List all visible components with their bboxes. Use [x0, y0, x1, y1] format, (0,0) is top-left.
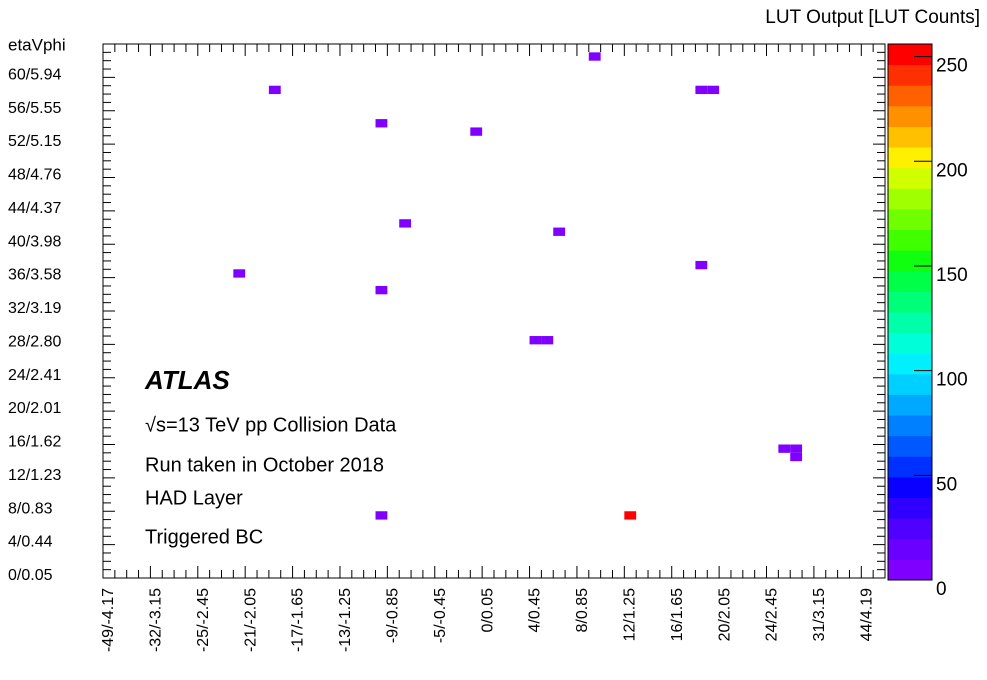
x-tick-label: 8/0.85	[574, 588, 591, 633]
y-axis-title: etaVphi	[8, 35, 66, 54]
colorbar-band	[888, 105, 932, 127]
colorbar-tick-label: 0	[936, 579, 947, 600]
x-tick-label: -49/-4.17	[100, 588, 117, 652]
y-tick-label: 8/0.83	[8, 500, 53, 517]
colorbar-frame	[887, 43, 933, 581]
y-tick-label: 20/2.01	[8, 400, 61, 417]
heatmap-cell	[375, 285, 388, 295]
heatmap-cell	[553, 227, 566, 236]
y-tick-label: 32/3.19	[8, 300, 61, 317]
x-tick-label: 4/0.45	[527, 588, 544, 633]
x-tick-label: -17/-1.65	[290, 588, 307, 652]
colorbar-tick-label: 150	[936, 265, 968, 286]
annotation: Run taken in October 2018	[145, 454, 384, 476]
heatmap-cell	[790, 444, 803, 453]
heatmap-cell	[790, 452, 803, 462]
x-tick-label: 0/0.05	[479, 588, 496, 633]
y-tick-label: 40/3.98	[8, 233, 61, 250]
colorbar-band	[888, 332, 932, 354]
y-tick-label: 48/4.76	[8, 167, 61, 184]
x-tick-label: -21/-2.05	[242, 588, 259, 652]
colorbar-band	[888, 64, 932, 86]
y-tick-label: 28/2.80	[8, 333, 61, 350]
colorbar-band	[888, 147, 932, 169]
colorbar-band	[888, 497, 932, 519]
y-tick-label: 0/0.05	[8, 567, 53, 584]
x-tick-label: -32/-3.15	[148, 588, 165, 652]
heatmap-cell	[624, 511, 637, 520]
heatmap-cell	[470, 127, 483, 136]
colorbar-band	[888, 353, 932, 375]
heatmap-cell	[695, 85, 708, 95]
colorbar-band	[888, 126, 932, 148]
colorbar-tick-label: 100	[936, 370, 968, 391]
plot-frame	[102, 43, 886, 579]
heatmap-cell	[375, 119, 388, 128]
annotation: √s=13 TeV pp Collision Data	[145, 414, 397, 436]
heatmap-cell	[529, 336, 542, 345]
colorbar-band	[888, 373, 932, 395]
colorbar-band	[888, 476, 932, 499]
x-tick-label: 16/1.65	[669, 588, 686, 641]
colorbar-tick-label: 250	[936, 56, 968, 77]
y-tick-label: 16/1.62	[8, 434, 61, 451]
x-tick-label: -25/-2.45	[195, 588, 212, 652]
colorbar-band	[888, 44, 932, 66]
colorbar-band	[888, 167, 932, 189]
colorbar-band	[888, 208, 932, 231]
heatmap-cell	[399, 219, 412, 228]
heatmap-cell	[268, 85, 281, 95]
colorbar-band	[888, 270, 932, 292]
heatmap-cell	[375, 511, 388, 520]
annotation: Triggered BC	[145, 526, 263, 548]
x-tick-label: 31/3.15	[811, 588, 828, 641]
colorbar-band	[888, 538, 932, 560]
colorbar-band	[888, 415, 932, 437]
colorbar-band	[888, 435, 932, 457]
heatmap-cell	[541, 336, 554, 345]
x-tick-label: -5/-0.45	[432, 588, 449, 643]
y-tick-label: 12/1.23	[8, 467, 61, 484]
x-tick-label: 12/1.25	[621, 588, 638, 641]
colorbar-band	[888, 250, 932, 272]
y-tick-label: 44/4.37	[8, 200, 61, 217]
colorbar-band	[888, 456, 932, 478]
colorbar-band	[888, 291, 932, 313]
colorbar-band	[888, 85, 932, 107]
annotation: ATLAS	[144, 365, 230, 395]
y-tick-label: 24/2.41	[8, 367, 61, 384]
colorbar-tick-label: 50	[936, 474, 957, 495]
x-tick-label: -9/-0.85	[385, 588, 402, 643]
colorbar-band	[888, 188, 932, 210]
colorbar-title: LUT Output [LUT Counts]	[765, 7, 980, 28]
y-tick-label: 52/5.15	[8, 133, 61, 150]
colorbar-band	[888, 559, 932, 581]
y-tick-label: 60/5.94	[8, 66, 61, 83]
colorbar-band	[888, 229, 932, 251]
heatmap-cell	[588, 52, 601, 61]
heatmap-cell	[695, 260, 708, 270]
y-tick-label: 36/3.58	[8, 267, 61, 284]
annotation: HAD Layer	[145, 487, 243, 509]
x-tick-label: 44/4.19	[858, 588, 875, 641]
y-tick-label: 56/5.55	[8, 100, 61, 117]
y-tick-label: 4/0.44	[8, 534, 53, 551]
colorbar-tick-label: 200	[936, 160, 968, 181]
colorbar-band	[888, 518, 932, 540]
heatmap-cell	[707, 85, 720, 95]
x-tick-label: 24/2.45	[764, 588, 781, 641]
heatmap-cell	[778, 444, 791, 453]
x-tick-label: 20/2.05	[716, 588, 733, 641]
colorbar-band	[888, 394, 932, 416]
heatmap-cell	[233, 269, 246, 278]
colorbar-band	[888, 312, 932, 334]
x-tick-label: -13/-1.25	[337, 588, 354, 652]
